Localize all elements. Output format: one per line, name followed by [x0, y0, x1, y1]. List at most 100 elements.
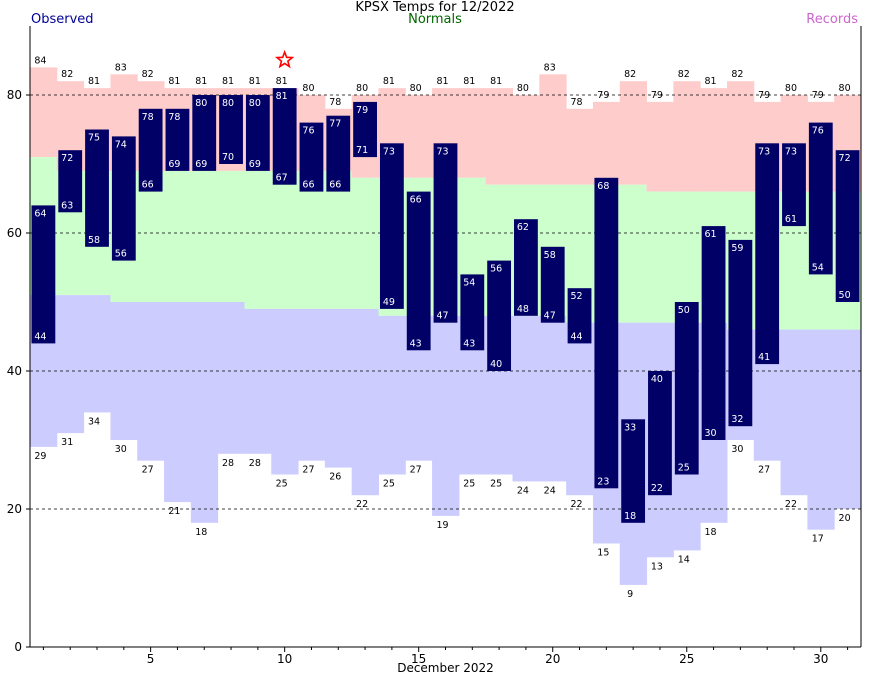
observed-low-label: 63 — [61, 200, 73, 211]
record-set-star-icon — [274, 49, 295, 69]
record-low-label: 17 — [812, 534, 824, 545]
observed-low-label: 49 — [383, 297, 395, 308]
observed-low-label: 40 — [490, 359, 502, 370]
observed-low-label: 44 — [34, 331, 46, 342]
observed-bar — [433, 143, 458, 323]
observed-high-label: 62 — [517, 222, 529, 233]
x-tick-label: 15 — [411, 652, 426, 666]
observed-bar — [808, 122, 833, 275]
record-low-band — [780, 329, 808, 496]
observed-bar — [567, 288, 592, 344]
observed-high-label: 80 — [195, 98, 207, 109]
record-low-band — [512, 315, 540, 482]
record-high-label: 81 — [88, 76, 100, 87]
legend-records: Records — [806, 12, 858, 27]
observed-high-label: 61 — [705, 229, 717, 240]
observed-low-label: 25 — [678, 463, 690, 474]
observed-bar — [58, 150, 83, 213]
observed-low-label: 23 — [597, 476, 609, 487]
record-high-label: 80 — [517, 83, 529, 94]
normal-band — [217, 170, 245, 302]
record-high-band — [30, 67, 58, 158]
record-low-label: 27 — [410, 465, 422, 476]
record-low-label: 14 — [678, 554, 690, 565]
record-high-band — [512, 95, 540, 185]
observed-high-label: 54 — [463, 277, 475, 288]
observed-bar — [674, 302, 699, 475]
observed-low-label: 41 — [758, 352, 770, 363]
observed-bar — [621, 419, 646, 523]
observed-high-label: 80 — [249, 98, 261, 109]
normal-band — [619, 184, 648, 323]
record-high-label: 81 — [195, 76, 207, 87]
observed-bar — [540, 246, 565, 323]
record-high-label: 81 — [168, 76, 180, 87]
observed-low-label: 71 — [356, 145, 368, 156]
record-high-label: 82 — [731, 69, 743, 80]
observed-bar — [111, 136, 136, 261]
observed-low-label: 18 — [624, 511, 636, 522]
observed-bar — [728, 239, 753, 427]
observed-low-label: 44 — [570, 331, 582, 342]
observed-high-label: 59 — [731, 243, 743, 254]
observed-low-label: 32 — [731, 414, 743, 425]
observed-bar — [701, 226, 726, 440]
record-high-label: 80 — [785, 83, 797, 94]
record-low-label: 25 — [463, 479, 475, 490]
y-tick-label: 0 — [14, 640, 22, 654]
observed-high-label: 33 — [624, 422, 636, 433]
record-low-label: 9 — [627, 589, 633, 600]
observed-bar — [487, 260, 512, 371]
observed-high-label: 73 — [785, 146, 797, 157]
observed-bar — [138, 108, 163, 192]
record-high-label: 81 — [276, 76, 288, 87]
observed-low-label: 30 — [705, 428, 717, 439]
record-low-label: 26 — [329, 472, 341, 483]
record-high-label: 79 — [758, 90, 770, 101]
observed-bar — [192, 95, 217, 171]
record-low-band — [351, 308, 379, 496]
observed-bar — [406, 191, 431, 351]
observed-bar — [299, 122, 324, 192]
y-tick-label: 20 — [7, 502, 22, 516]
record-low-label: 19 — [436, 520, 448, 531]
record-low-band — [807, 329, 835, 530]
x-tick-label: 5 — [147, 652, 155, 666]
observed-high-label: 79 — [356, 105, 368, 116]
record-low-label: 34 — [88, 416, 100, 427]
observed-bar — [835, 150, 860, 302]
record-low-label: 18 — [705, 527, 717, 538]
record-high-label: 81 — [705, 76, 717, 87]
normal-band — [164, 170, 192, 302]
record-low-label: 29 — [34, 451, 46, 462]
observed-low-label: 47 — [544, 311, 556, 322]
record-low-label: 28 — [249, 458, 261, 469]
normal-band — [244, 170, 272, 309]
record-low-label: 27 — [758, 465, 770, 476]
normal-band — [673, 191, 701, 323]
observed-low-label: 43 — [410, 338, 422, 349]
observed-bar — [272, 88, 297, 185]
observed-high-label: 76 — [302, 126, 314, 137]
observed-low-label: 54 — [812, 262, 824, 273]
record-high-band — [619, 81, 648, 185]
normal-band — [298, 170, 326, 309]
normal-band — [271, 170, 299, 309]
record-high-label: 82 — [678, 69, 690, 80]
observed-low-label: 66 — [329, 180, 341, 191]
record-high-band — [458, 88, 487, 178]
x-tick-label: 20 — [545, 652, 560, 666]
x-tick-label: 10 — [277, 652, 292, 666]
record-high-label: 81 — [490, 76, 502, 87]
chart-title: KPSX Temps for 12/2022 — [355, 0, 515, 15]
record-high-label: 80 — [839, 83, 851, 94]
observed-high-label: 78 — [142, 112, 154, 123]
record-high-label: 81 — [436, 76, 448, 87]
observed-high-label: 66 — [410, 195, 422, 206]
normal-band — [190, 170, 219, 302]
observed-high-label: 40 — [651, 374, 663, 385]
record-high-label: 81 — [383, 76, 395, 87]
record-low-label: 25 — [276, 479, 288, 490]
record-high-label: 82 — [61, 69, 73, 80]
